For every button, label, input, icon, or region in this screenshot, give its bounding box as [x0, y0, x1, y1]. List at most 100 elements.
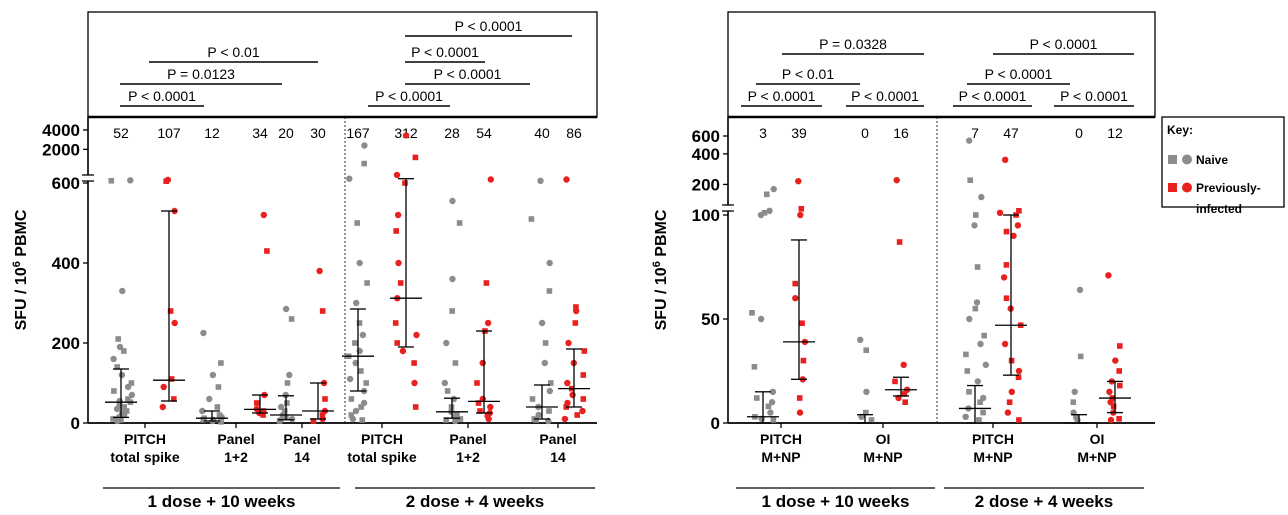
previously-infected-point [561, 415, 569, 423]
count-label-naive: 40 [534, 125, 550, 141]
previously-infected-point [159, 403, 166, 411]
naive-point [537, 177, 544, 184]
count-label-naive: 20 [278, 125, 294, 141]
category-label-line2: total spike [110, 449, 179, 465]
previously-infected-point [1002, 156, 1009, 163]
naive-point [761, 210, 768, 216]
naive-point [546, 408, 552, 414]
category-label-line1: PITCH [124, 431, 166, 447]
naive-point [770, 417, 777, 423]
previously-infected-point [487, 403, 494, 411]
previously-infected-point [1105, 272, 1112, 279]
naive-point [363, 380, 369, 386]
naive-point [359, 331, 367, 339]
previously-infected-point [1014, 222, 1022, 229]
previously-infected-point [1003, 295, 1010, 301]
previously-infected-point [171, 319, 178, 327]
previously-infected-point [902, 399, 908, 405]
naive-point [284, 380, 291, 386]
count-label-previously-infected: 54 [476, 125, 492, 141]
previously-infected-point [260, 211, 267, 219]
naive-point [977, 399, 983, 405]
previously-infected-point [412, 154, 419, 161]
naive-point [352, 407, 360, 415]
naive-point [978, 193, 985, 201]
naive-point [359, 417, 366, 423]
naive-point [110, 416, 116, 422]
previously-infected-point [1015, 374, 1022, 380]
naive-point [973, 212, 979, 218]
previously-infected-point [580, 396, 587, 402]
naive-point [364, 280, 370, 286]
naive-point [757, 211, 765, 219]
naive-point [215, 384, 222, 390]
previously-infected-point [1117, 382, 1123, 389]
naive-point [541, 359, 548, 367]
naive-point [966, 137, 973, 144]
previously-infected-point [397, 280, 404, 286]
previously-infected-point [1116, 416, 1122, 422]
previously-infected-point [797, 211, 804, 219]
y-tick-label: 400 [52, 254, 80, 273]
naive-point [200, 329, 207, 337]
key-naive-label: Naive [1196, 153, 1228, 167]
y-tick-label: 100 [692, 206, 720, 225]
y-tick-label: 0 [711, 414, 720, 433]
p-value-label: P = 0.0328 [819, 36, 887, 52]
category-label-line1: Panel [217, 431, 254, 447]
naive-point [358, 368, 364, 374]
y-tick-label: 200 [52, 334, 80, 353]
group-label: 1 dose + 10 weeks [762, 492, 910, 511]
previously-infected-point [796, 409, 804, 416]
category-label-line2: M+NP [1077, 449, 1116, 465]
naive-point [452, 360, 459, 366]
naive-point [443, 417, 449, 423]
naive-point [974, 378, 981, 385]
y-tick-label: 50 [701, 310, 720, 329]
naive-point [542, 340, 549, 346]
naive-point [199, 407, 206, 415]
previously-infected-point [565, 339, 572, 347]
previously-infected-point [319, 308, 326, 314]
category-label-line1: PITCH [361, 431, 403, 447]
category-label-line1: OI [1090, 431, 1105, 447]
naive-point [352, 359, 359, 367]
naive-point [288, 415, 296, 423]
previously-infected-point [580, 372, 587, 378]
p-value-label: P < 0.0001 [1060, 88, 1128, 104]
naive-point [358, 404, 364, 410]
naive-point [346, 375, 354, 383]
previously-infected-point [900, 361, 907, 368]
previously-infected-point [1110, 403, 1117, 410]
naive-point [121, 404, 127, 410]
count-label-previously-infected: 12 [1107, 125, 1123, 141]
naive-point [441, 379, 448, 387]
naive-point [286, 371, 293, 379]
naive-point [209, 371, 217, 379]
previously-infected-point [901, 391, 908, 397]
count-label-naive: 12 [204, 125, 220, 141]
category-label-line1: PITCH [972, 431, 1014, 447]
naive-point [966, 315, 973, 323]
previously-infected-point [319, 412, 326, 418]
category-label-line2: M+NP [761, 449, 800, 465]
legend-key: Key: Naive Previously- infected [1161, 116, 1285, 216]
previously-infected-point [402, 180, 408, 186]
naive-point [1077, 353, 1084, 360]
naive-point [352, 340, 358, 346]
naive-point [127, 177, 134, 184]
count-label-naive: 7 [971, 125, 979, 141]
previously-infected-point [1016, 208, 1022, 214]
naive-point [108, 178, 115, 184]
previously-infected-point [413, 331, 420, 339]
naive-point [751, 364, 758, 370]
previously-infected-point [260, 408, 267, 414]
naive-point [967, 177, 973, 183]
previously-infected-point [892, 378, 898, 385]
category-label-line2: 14 [294, 449, 310, 465]
y-tick-label: 0 [71, 414, 80, 433]
naive-point [863, 388, 870, 395]
naive-point [764, 191, 770, 198]
naive-point [857, 336, 864, 343]
